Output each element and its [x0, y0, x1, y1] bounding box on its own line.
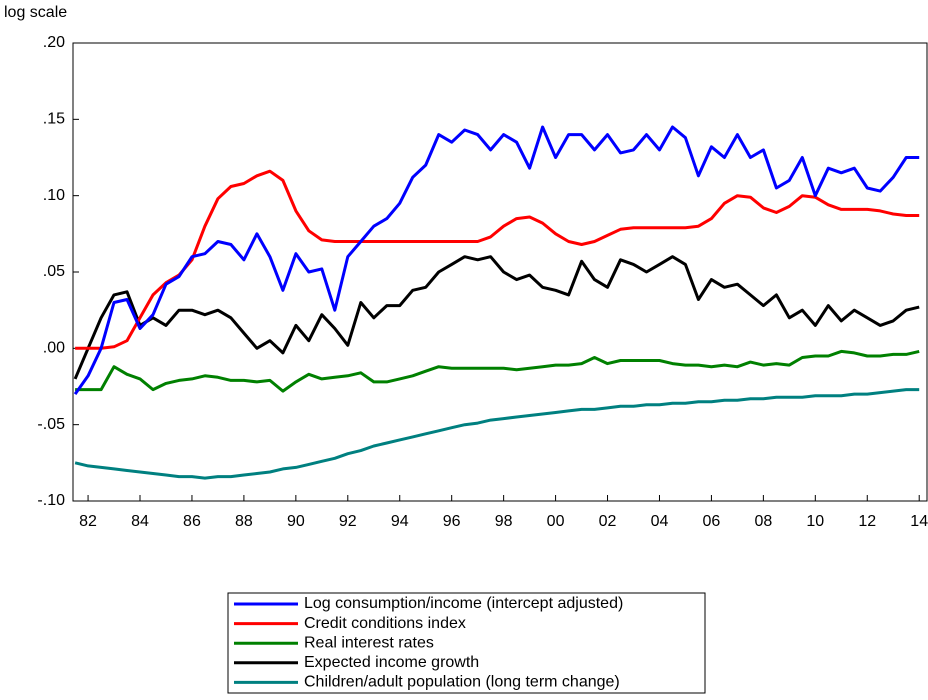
- x-tick-label: 82: [79, 513, 97, 530]
- y-tick-label: -.05: [37, 416, 65, 433]
- x-tick-label: 90: [287, 513, 305, 530]
- legend-label: Credit conditions index: [304, 615, 466, 632]
- x-tick-label: 88: [235, 513, 253, 530]
- y-tick-label: .05: [43, 263, 65, 280]
- x-tick-label: 86: [183, 513, 201, 530]
- y-tick-label: -.10: [37, 492, 65, 509]
- x-tick-label: 98: [495, 513, 513, 530]
- x-tick-label: 84: [131, 513, 149, 530]
- x-tick-label: 12: [858, 513, 876, 530]
- y-tick-label: .15: [43, 111, 65, 128]
- x-tick-label: 00: [547, 513, 565, 530]
- x-tick-label: 14: [910, 513, 928, 530]
- x-tick-label: 94: [391, 513, 409, 530]
- series-line: [75, 169, 920, 350]
- x-tick-label: 02: [599, 513, 617, 530]
- y-tick-label: .10: [43, 187, 65, 204]
- legend-box: [227, 592, 706, 694]
- legend-label: Log consumption/income (intercept adjust…: [304, 595, 623, 612]
- y-tick-label: .20: [43, 34, 65, 51]
- series-line: [73, 125, 920, 395]
- x-tick-label: 96: [443, 513, 461, 530]
- x-tick-label: 10: [806, 513, 824, 530]
- legend-label: Expected income growth: [304, 654, 479, 671]
- legend-label: Real interest rates: [304, 634, 434, 651]
- x-tick-label: 08: [754, 513, 772, 530]
- x-tick-label: 04: [651, 513, 669, 530]
- legend-label: Children/adult population (long term cha…: [304, 674, 620, 691]
- y-axis-label: log scale: [4, 4, 67, 21]
- x-tick-label: 92: [339, 513, 357, 530]
- series-line: [73, 255, 920, 380]
- y-tick-label: .00: [43, 340, 65, 357]
- series-line: [75, 349, 920, 393]
- x-tick-label: 06: [703, 513, 721, 530]
- plot-frame: [72, 42, 928, 502]
- series-line: [74, 388, 920, 480]
